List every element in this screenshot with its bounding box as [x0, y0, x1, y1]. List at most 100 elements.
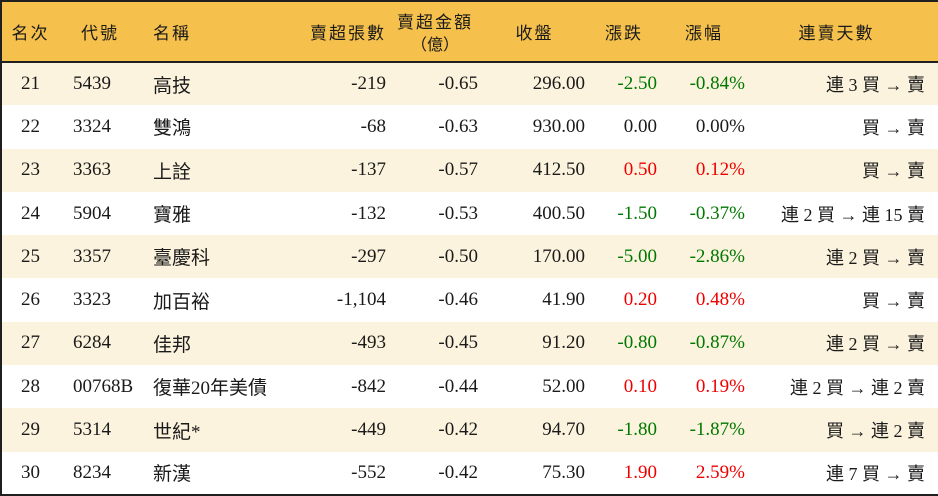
- cell-price-change: -0.80: [617, 332, 657, 354]
- cell-price-change-pct: 0.12%: [695, 159, 745, 181]
- table-row: 22 3324 雙鴻 -68 -0.63 930.00 0.00 0.00% 買…: [1, 105, 938, 149]
- cell-code: 00768B: [73, 375, 134, 397]
- cell-sell-amount: -0.44: [438, 375, 478, 397]
- cell-rank: 26: [21, 289, 40, 311]
- cell-rank: 21: [21, 73, 40, 95]
- cell-sell-volume: -137: [351, 159, 386, 181]
- cell-price-change: 0.50: [623, 159, 657, 181]
- column-header-change-pct: 漲幅: [660, 1, 748, 63]
- table-header: 名次 代號 名稱 賣超張數 賣超金額 （億） 收盤 漲跌 漲幅 連賣天數: [1, 1, 938, 63]
- cell-name: 新漢: [153, 464, 192, 486]
- column-header-volume: 賣超張數: [289, 1, 389, 63]
- cell-price-change-pct: 0.19%: [695, 375, 745, 397]
- cell-streak: 連 3 買 → 賣: [826, 75, 925, 96]
- table-row: 21 5439 高技 -219 -0.65 296.00 -2.50 -0.84…: [1, 62, 938, 106]
- cell-code: 5439: [73, 73, 111, 95]
- cell-close-price: 41.90: [542, 289, 585, 311]
- column-header-amount-label: 賣超金額: [397, 13, 473, 32]
- cell-name: 雙鴻: [153, 118, 192, 140]
- cell-rank: 28: [21, 375, 40, 397]
- cell-sell-volume: -493: [351, 332, 386, 354]
- column-header-name: 名稱: [141, 1, 289, 63]
- cell-name: 臺慶科: [153, 248, 211, 270]
- cell-code: 6284: [73, 332, 111, 354]
- cell-name: 寶雅: [153, 205, 192, 227]
- cell-streak: 連 7 買 → 賣: [826, 463, 925, 484]
- cell-close-price: 75.30: [542, 461, 585, 483]
- cell-rank: 24: [21, 202, 40, 224]
- cell-sell-amount: -0.45: [438, 332, 478, 354]
- cell-streak: 買 → 賣: [862, 161, 925, 182]
- cell-code: 5314: [73, 419, 111, 441]
- cell-streak: 連 2 買 → 賣: [826, 334, 925, 355]
- table-row: 29 5314 世紀* -449 -0.42 94.70 -1.80 -1.87…: [1, 408, 938, 452]
- cell-price-change: -1.80: [617, 419, 657, 441]
- column-header-streak: 連賣天數: [748, 1, 938, 63]
- cell-name: 世紀*: [153, 421, 201, 443]
- cell-rank: 22: [21, 115, 40, 137]
- cell-sell-volume: -68: [360, 115, 386, 137]
- cell-code: 5904: [73, 202, 111, 224]
- cell-name: 佳邦: [153, 334, 192, 356]
- cell-sell-volume: -842: [351, 375, 386, 397]
- cell-sell-amount: -0.42: [438, 419, 478, 441]
- cell-price-change: -2.50: [617, 73, 657, 95]
- cell-name: 復華20年美債: [153, 378, 268, 400]
- cell-sell-amount: -0.42: [438, 461, 478, 483]
- cell-price-change-pct: -0.87%: [689, 332, 745, 354]
- cell-rank: 27: [21, 332, 40, 354]
- cell-price-change: -1.50: [617, 202, 657, 224]
- column-header-change: 漲跌: [588, 1, 660, 63]
- table-row: 25 3357 臺慶科 -297 -0.50 170.00 -5.00 -2.8…: [1, 235, 938, 279]
- column-header-amount-unit: （億）: [410, 37, 459, 54]
- cell-close-price: 930.00: [532, 115, 585, 137]
- cell-rank: 30: [21, 461, 40, 483]
- cell-price-change-pct: -0.84%: [689, 73, 745, 95]
- cell-price-change: 0.10: [623, 375, 657, 397]
- column-header-amount: 賣超金額 （億）: [389, 1, 481, 63]
- table-row: 27 6284 佳邦 -493 -0.45 91.20 -0.80 -0.87%…: [1, 321, 938, 366]
- cell-name: 加百裕: [153, 291, 211, 313]
- cell-rank: 23: [21, 159, 40, 181]
- cell-sell-amount: -0.46: [438, 289, 478, 311]
- cell-price-change-pct: -2.86%: [689, 245, 745, 267]
- cell-sell-volume: -449: [351, 419, 386, 441]
- cell-name: 上詮: [153, 161, 192, 183]
- cell-price-change: 0.20: [623, 289, 657, 311]
- cell-code: 3363: [73, 159, 111, 181]
- cell-price-change-pct: -1.87%: [689, 419, 745, 441]
- cell-code: 3357: [73, 245, 111, 267]
- table-row: 23 3363 上詮 -137 -0.57 412.50 0.50 0.12% …: [1, 148, 938, 192]
- cell-rank: 29: [21, 419, 40, 441]
- cell-price-change: 1.90: [623, 461, 657, 483]
- table-body: 21 5439 高技 -219 -0.65 296.00 -2.50 -0.84…: [1, 62, 938, 495]
- cell-sell-volume: -1,104: [336, 289, 386, 311]
- cell-sell-volume: -132: [351, 202, 386, 224]
- cell-close-price: 400.50: [532, 202, 585, 224]
- cell-sell-volume: -219: [351, 73, 386, 95]
- cell-streak: 買 → 賣: [862, 117, 925, 138]
- cell-sell-amount: -0.53: [438, 202, 478, 224]
- cell-price-change-pct: 2.59%: [695, 461, 745, 483]
- cell-close-price: 91.20: [542, 332, 585, 354]
- cell-close-price: 170.00: [532, 245, 585, 267]
- cell-code: 3324: [73, 115, 111, 137]
- column-header-close: 收盤: [481, 1, 588, 63]
- cell-rank: 25: [21, 245, 40, 267]
- cell-streak: 連 2 買 → 連 15 賣: [781, 204, 925, 225]
- cell-close-price: 412.50: [532, 159, 585, 181]
- cell-price-change-pct: -0.37%: [689, 202, 745, 224]
- cell-sell-amount: -0.50: [438, 245, 478, 267]
- header-row: 名次 代號 名稱 賣超張數 賣超金額 （億） 收盤 漲跌 漲幅 連賣天數: [1, 1, 938, 63]
- cell-sell-amount: -0.63: [438, 115, 478, 137]
- table-row: 28 00768B 復華20年美債 -842 -0.44 52.00 0.10 …: [1, 365, 938, 409]
- column-header-code: 代號: [59, 1, 141, 63]
- cell-price-change: -5.00: [617, 245, 657, 267]
- table-row: 24 5904 寶雅 -132 -0.53 400.50 -1.50 -0.37…: [1, 191, 938, 236]
- cell-code: 3323: [73, 289, 111, 311]
- cell-streak: 買 → 賣: [862, 291, 925, 312]
- cell-sell-volume: -552: [351, 461, 386, 483]
- cell-price-change-pct: 0.48%: [695, 289, 745, 311]
- cell-price-change-pct: 0.00%: [695, 115, 745, 137]
